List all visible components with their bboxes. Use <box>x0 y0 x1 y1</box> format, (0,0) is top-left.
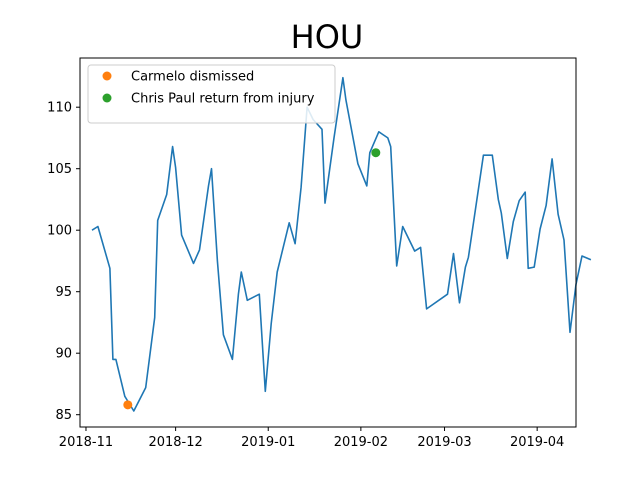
legend-marker <box>102 71 112 81</box>
y-tick-label: 95 <box>55 285 72 300</box>
x-tick-label: 2018-11 <box>59 435 113 450</box>
x-tick-label: 2019-01 <box>241 435 295 450</box>
series-line <box>91 76 592 412</box>
chart-title: HOU <box>291 18 364 56</box>
x-tick-label: 2019-02 <box>334 435 388 450</box>
marker-point-1 <box>123 400 133 410</box>
x-tick-label: 2019-04 <box>510 435 564 450</box>
axes-frame <box>79 57 577 428</box>
y-tick-label: 105 <box>47 162 72 177</box>
legend-label: Carmelo dismissed <box>131 70 254 85</box>
legend: Carmelo dismissed Chris Paul return from … <box>87 64 336 124</box>
y-tick-label: 90 <box>55 347 72 362</box>
legend-marker <box>102 93 112 103</box>
y-tick-label: 110 <box>47 101 72 116</box>
x-tick-label: 2018-12 <box>148 435 202 450</box>
x-axis: 2018-11 2018-12 2019-01 2019-02 2019-03 2019-… <box>59 427 564 450</box>
y-axis: 85 90 95 100 105 110 <box>47 101 80 423</box>
plot-area <box>91 76 592 412</box>
x-tick-label: 2019-03 <box>417 435 471 450</box>
y-tick-label: 100 <box>47 224 72 239</box>
marker-point-2 <box>371 148 381 158</box>
legend-label: Chris Paul return from injury <box>131 92 315 107</box>
y-tick-label: 85 <box>55 408 72 423</box>
legend-box <box>87 64 336 124</box>
